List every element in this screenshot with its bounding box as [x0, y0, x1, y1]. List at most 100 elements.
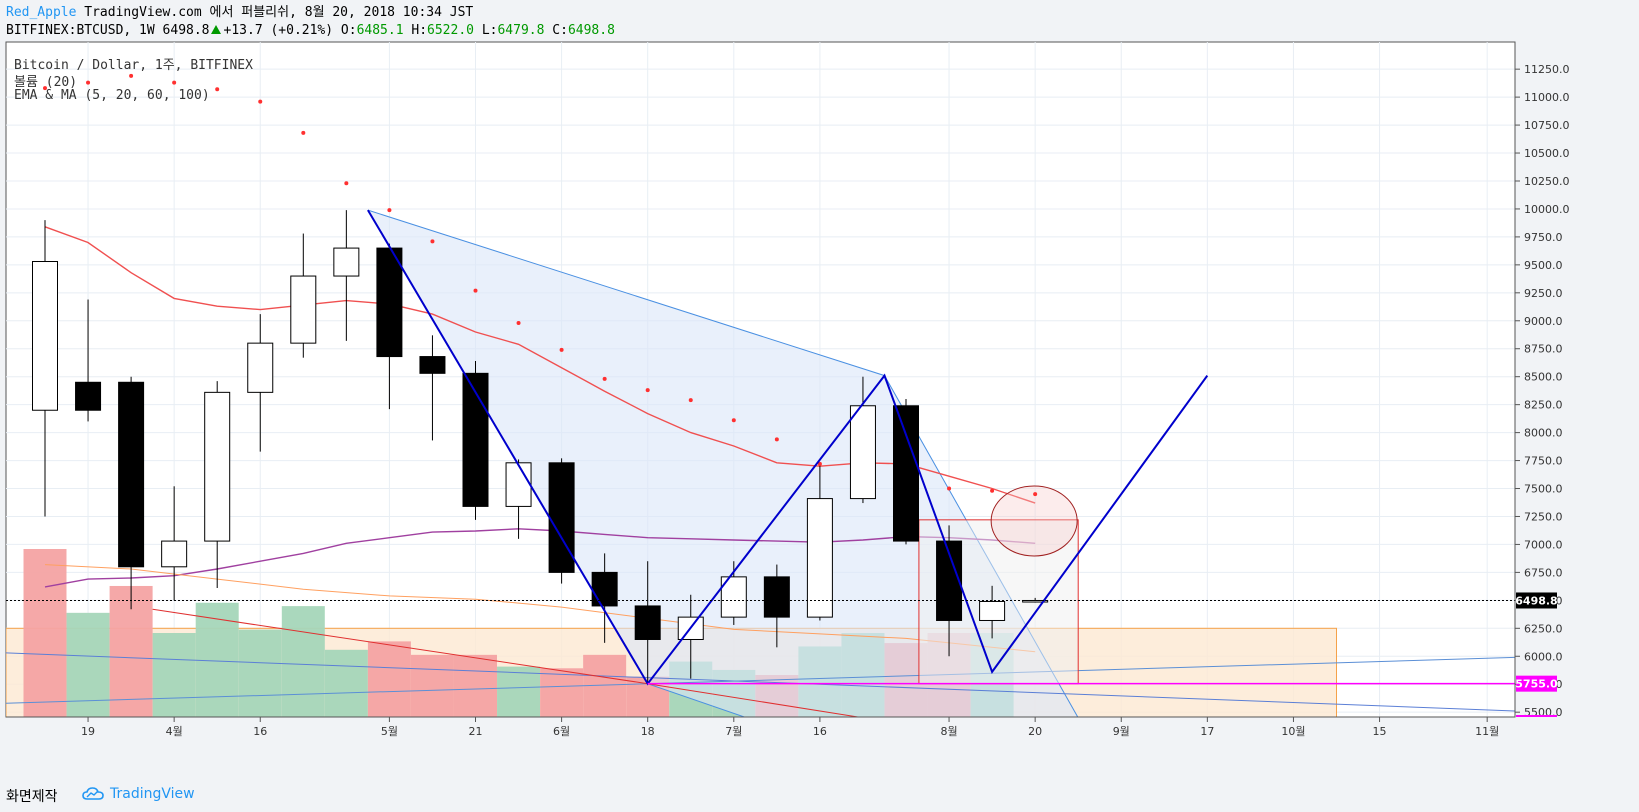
- price-change: +13.7 (+0.21%): [223, 23, 334, 38]
- candle-body: [118, 381, 145, 568]
- y-tick-label: 11250.0: [1524, 63, 1570, 76]
- y-tick-label: 7500.0: [1524, 483, 1563, 496]
- sar-dot: [1033, 492, 1038, 497]
- low-label: L:: [481, 23, 498, 38]
- sar-dot: [215, 87, 220, 92]
- y-tick-label: 7750.0: [1524, 455, 1563, 468]
- candle-body: [548, 462, 575, 573]
- sar-dot: [731, 418, 736, 423]
- y-tick-label: 5500.0: [1524, 706, 1563, 719]
- candle-body: [591, 571, 618, 607]
- y-tick-label: 9500.0: [1524, 259, 1563, 272]
- sar-dot: [645, 388, 650, 393]
- y-tick-label: 10250.0: [1524, 175, 1570, 188]
- sar-dot: [602, 376, 607, 381]
- candle-body: [32, 261, 58, 411]
- y-tick-label: 10000.0: [1524, 203, 1570, 216]
- sar-dot: [258, 99, 263, 104]
- candle-body: [849, 405, 876, 500]
- ohlc-line: BITFINEX:BTCUSD, 1W 6498.8 +13.7 (+0.21%)…: [6, 22, 615, 40]
- current-price-badge-label: 6498.8: [1515, 594, 1557, 607]
- close-label: C:: [552, 23, 568, 38]
- tradingview-brand[interactable]: TradingView: [82, 786, 195, 802]
- author-link[interactable]: Red_Apple: [6, 5, 77, 20]
- sar-dot: [817, 461, 822, 466]
- volume-bar: [152, 633, 196, 717]
- x-tick-label: 21: [469, 725, 483, 738]
- resistance-ellipse: [990, 485, 1078, 557]
- volume-bar: [195, 602, 239, 717]
- sar-dot: [86, 80, 91, 85]
- volume-bar: [540, 668, 584, 717]
- open-value: 6485.1: [356, 23, 404, 38]
- sar-dot: [43, 86, 47, 91]
- y-tick-label: 10750.0: [1524, 119, 1570, 132]
- x-tick-label: 11월: [1475, 725, 1499, 738]
- long-trendline-down: [6, 652, 1515, 712]
- candle-body: [290, 275, 317, 344]
- candle-body: [893, 405, 919, 542]
- sar-dot: [947, 486, 952, 491]
- y-tick-label: 9000.0: [1524, 315, 1563, 328]
- abcd-pattern-line: [367, 209, 1209, 686]
- x-tick-label: 5월: [381, 725, 398, 738]
- candle-body: [979, 600, 1006, 621]
- y-tick-label: 9750.0: [1524, 231, 1563, 244]
- close-value: 6498.8: [567, 23, 615, 38]
- publish-line: Red_Apple TradingView.com 에서 퍼블리쉬, 8월 20…: [6, 4, 615, 22]
- sar-dot: [559, 347, 564, 352]
- sar-dot: [387, 208, 392, 213]
- sar-dot: [473, 288, 478, 293]
- candle-body: [376, 247, 403, 358]
- sar-dot: [172, 80, 177, 85]
- y-tick-label: 9250.0: [1524, 287, 1563, 300]
- candle-body: [161, 540, 188, 568]
- y-tick-label: 8500.0: [1524, 371, 1563, 384]
- x-tick-label: 4월: [166, 725, 183, 738]
- y-tick-label: 11000.0: [1524, 91, 1570, 104]
- y-tick-label: 8000.0: [1524, 427, 1563, 440]
- support-price-badge: [1516, 675, 1557, 692]
- x-tick-label: 9월: [1113, 725, 1130, 738]
- volume-bar: [66, 612, 110, 717]
- chart-header: Red_Apple TradingView.com 에서 퍼블리쉬, 8월 20…: [6, 4, 615, 40]
- candle-body: [333, 247, 360, 277]
- volume-legend: 볼륨 (20): [14, 75, 78, 90]
- publish-info: TradingView.com 에서 퍼블리쉬, 8월 20, 2018 10:…: [76, 5, 474, 20]
- candle-body: [75, 381, 102, 411]
- sar-dot: [774, 437, 779, 442]
- candle-body: [505, 462, 532, 507]
- candle-body: [204, 391, 231, 542]
- support-price-badge-label: 5755.0: [1515, 678, 1558, 691]
- long-trendline-up: [6, 656, 1515, 704]
- y-tick-label: 7250.0: [1524, 510, 1563, 523]
- candle-body: [763, 576, 790, 618]
- x-tick-label: 6월: [553, 725, 570, 738]
- high-label: H:: [411, 23, 428, 38]
- volume-bar: [281, 606, 325, 717]
- y-tick-label: 8250.0: [1524, 399, 1563, 412]
- volume-bar: [410, 654, 454, 717]
- volume-bar: [324, 649, 368, 717]
- sar-dot: [990, 488, 995, 493]
- x-tick-label: 7월: [725, 725, 742, 738]
- up-triangle-icon: [210, 25, 221, 34]
- x-tick-label: 18: [641, 725, 655, 738]
- volume-bar: [23, 549, 67, 717]
- snapshot-label: 화면제작: [6, 789, 58, 805]
- candle-body: [247, 342, 274, 393]
- sar-dot: [301, 130, 306, 135]
- ma-purple-line: [44, 528, 1036, 588]
- y-tick-label: 10500.0: [1524, 147, 1570, 160]
- x-tick-label: 16: [253, 725, 267, 738]
- candle-body: [634, 605, 661, 640]
- candle-body: [419, 356, 446, 374]
- volume-bar: [454, 654, 497, 717]
- sar-dot: [430, 239, 435, 244]
- open-label: O:: [340, 23, 357, 38]
- tradingview-brand-label: TradingView: [110, 786, 195, 802]
- x-tick-label: 15: [1373, 725, 1387, 738]
- sar-dot: [344, 181, 349, 186]
- tradingview-cloud-icon: [82, 787, 104, 800]
